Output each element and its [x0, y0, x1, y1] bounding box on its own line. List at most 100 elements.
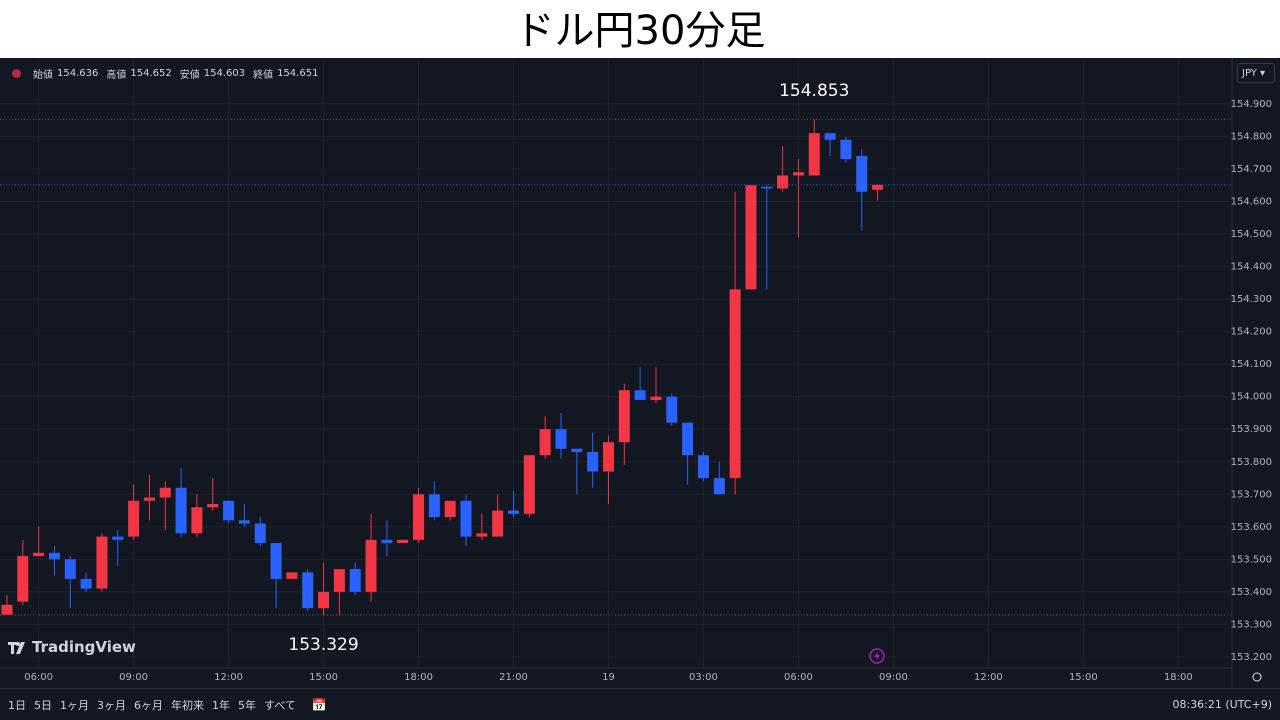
- candle-body: [856, 155, 868, 192]
- y-tick-label: 154.700: [1231, 164, 1272, 175]
- y-tick-label: 154.600: [1231, 197, 1272, 208]
- candle-body: [492, 510, 504, 537]
- y-tick-label: 153.800: [1231, 457, 1272, 468]
- range-button[interactable]: 6ヶ月: [134, 698, 163, 712]
- currency-select[interactable]: JPY ▾: [1237, 63, 1275, 83]
- y-tick-label: 153.600: [1231, 522, 1272, 533]
- candle-body: [824, 133, 836, 140]
- candle-body: [286, 572, 298, 579]
- candle-body: [159, 487, 171, 498]
- y-tick-label: 153.500: [1231, 554, 1272, 565]
- price-annotation: 153.329: [288, 635, 358, 655]
- candle-body: [508, 510, 520, 514]
- clock: 08:36:21 (UTC+9): [1172, 698, 1272, 711]
- candle-body: [587, 451, 599, 472]
- candle-body: [634, 390, 646, 400]
- y-tick-label: 153.900: [1231, 424, 1272, 435]
- range-button[interactable]: 1日: [8, 698, 26, 712]
- y-tick-label: 154.400: [1231, 262, 1272, 273]
- y-tick-label: 153.300: [1231, 619, 1272, 630]
- candle-body: [96, 536, 108, 589]
- candle-body: [143, 497, 155, 501]
- settings-icon: [1252, 672, 1262, 682]
- x-tick-label: 18:00: [1164, 672, 1193, 683]
- toolbar: 1日 5日 1ヶ月 3ヶ月 6ヶ月 年初来 1年 5年 すべて 📅 08:36:21 (UTC+9): [0, 688, 1280, 720]
- candle-body: [33, 552, 45, 557]
- x-tick-label: 15:00: [309, 672, 338, 683]
- candle-body: [48, 552, 60, 560]
- candle-body: [381, 539, 393, 544]
- x-tick-label: 18:00: [404, 672, 433, 683]
- x-tick-label: 15:00: [1069, 672, 1098, 683]
- logo-icon: [8, 642, 25, 654]
- candle-body: [365, 539, 377, 592]
- legend-label: 終値: [253, 70, 274, 81]
- y-tick-label: 153.400: [1231, 587, 1272, 598]
- candle-body: [333, 569, 345, 592]
- watermark: TradingView: [32, 638, 136, 656]
- candle-body: [761, 186, 773, 189]
- candle-body: [223, 500, 235, 521]
- candle-body: [191, 507, 203, 534]
- candle-body: [729, 289, 741, 479]
- candle-body: [318, 591, 330, 609]
- candle-body: [128, 500, 140, 537]
- legend-label: 始値: [33, 70, 53, 81]
- candle-body: [745, 185, 757, 290]
- candle-body: [713, 478, 725, 495]
- y-tick-label: 154.500: [1231, 229, 1272, 240]
- candle-body: [413, 494, 425, 540]
- candle-body: [555, 429, 567, 449]
- candle-body: [650, 396, 662, 400]
- candle-body: [840, 139, 852, 160]
- candle-body: [254, 523, 266, 544]
- candle-body: [444, 500, 456, 518]
- y-tick-label: 154.900: [1231, 99, 1272, 110]
- x-tick-label: 12:00: [974, 672, 1003, 683]
- legend-label: 高値: [106, 70, 127, 81]
- range-button[interactable]: 5日: [34, 698, 52, 712]
- y-tick-label: 153.700: [1231, 489, 1272, 500]
- candle-body: [666, 396, 678, 423]
- candle-body: [112, 536, 124, 540]
- y-tick-label: 154.000: [1231, 392, 1272, 403]
- candle-body: [697, 455, 709, 479]
- y-tick-label: 154.800: [1231, 131, 1272, 142]
- y-tick-label: 154.100: [1231, 359, 1272, 370]
- candle-body: [777, 175, 789, 189]
- x-tick-label: 09:00: [879, 672, 908, 683]
- x-tick-label: 21:00: [499, 672, 528, 683]
- date-range-button[interactable]: 📅: [311, 697, 327, 712]
- x-tick-label: 12:00: [214, 672, 243, 683]
- x-tick-label: 19: [602, 672, 615, 683]
- range-button[interactable]: 3ヶ月: [97, 698, 126, 712]
- page-title: ドル円30分足: [514, 8, 766, 54]
- x-tick-label: 06:00: [24, 672, 53, 683]
- range-button[interactable]: 年初来: [171, 698, 204, 712]
- range-button[interactable]: 1ヶ月: [60, 698, 89, 712]
- y-tick-label: 154.300: [1231, 294, 1272, 305]
- event-bolt: [874, 651, 880, 661]
- legend-value: 154.652: [130, 68, 172, 79]
- candle-body: [207, 504, 219, 508]
- candle-body: [428, 494, 440, 518]
- legend-value: 154.651: [277, 68, 319, 79]
- candle-body: [618, 390, 630, 443]
- symbol-icon: [12, 69, 21, 78]
- candle-body: [808, 133, 820, 176]
- candle-body: [1, 604, 13, 615]
- legend-value: 154.636: [57, 68, 99, 79]
- range-button[interactable]: 5年: [238, 698, 256, 712]
- price-annotation: 154.853: [779, 81, 849, 101]
- candle-body: [349, 569, 361, 592]
- range-button[interactable]: すべて: [264, 698, 296, 712]
- candle-body: [602, 442, 614, 472]
- candle-body: [302, 572, 314, 609]
- ohlc-legend: 始値 154.636 高値 154.652 安値 154.603 終値 154.651: [12, 66, 322, 81]
- candle-body: [476, 533, 488, 537]
- candle-body: [539, 429, 551, 456]
- range-button[interactable]: 1年: [212, 698, 230, 712]
- candle-body: [460, 500, 472, 537]
- candle-body: [872, 184, 884, 190]
